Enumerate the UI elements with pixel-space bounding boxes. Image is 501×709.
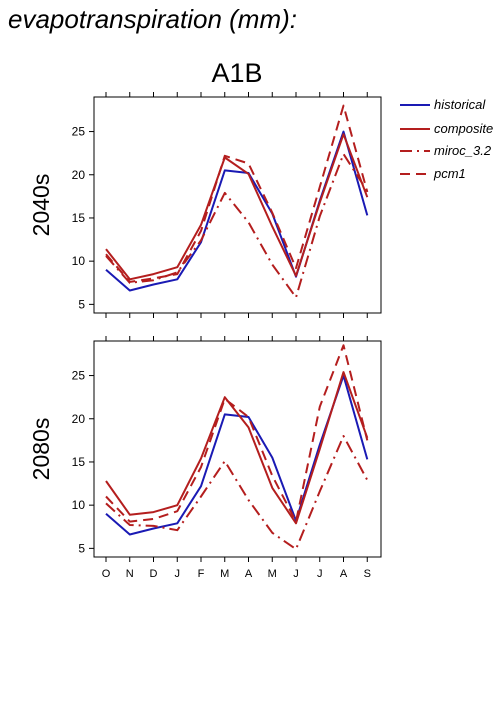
x-tick-label: D bbox=[150, 568, 158, 580]
y-tick-label: 5 bbox=[78, 541, 85, 555]
legend-item-composite: composite bbox=[400, 121, 493, 136]
series-line-composite bbox=[105, 133, 369, 281]
y-tick-label: 5 bbox=[78, 297, 85, 311]
x-tick-label: M bbox=[220, 568, 229, 580]
series-line-pcm1 bbox=[105, 104, 369, 283]
page-title: evapotranspiration (mm): bbox=[8, 4, 297, 34]
scenario-title: A1B bbox=[211, 58, 262, 88]
y-tick-label: 10 bbox=[72, 498, 86, 512]
plot-frame bbox=[93, 340, 382, 558]
legend-label-historical: historical bbox=[434, 97, 486, 112]
series-line-composite bbox=[105, 371, 369, 525]
y-tick-label: 25 bbox=[72, 125, 86, 139]
x-tick-label: J bbox=[175, 568, 181, 580]
y-tick-label: 15 bbox=[72, 211, 86, 225]
x-tick-label: M bbox=[268, 568, 277, 580]
y-tick-label: 20 bbox=[72, 412, 86, 426]
panel-label: 2040s bbox=[28, 174, 54, 237]
x-tick-label: O bbox=[102, 568, 111, 580]
series-line-historical bbox=[105, 374, 369, 536]
legend-item-miroc: miroc_3.2 bbox=[400, 143, 492, 158]
series-line-miroc-3-2 bbox=[105, 435, 369, 551]
y-tick-label: 15 bbox=[72, 455, 86, 469]
panel-label: 2080s bbox=[28, 418, 54, 481]
legend: historical composite miroc_3.2 pcm1 bbox=[400, 97, 493, 181]
legend-label-composite: composite bbox=[434, 121, 493, 136]
x-tick-label: S bbox=[364, 568, 371, 580]
legend-label-pcm1: pcm1 bbox=[433, 166, 466, 181]
x-tick-label: J bbox=[317, 568, 323, 580]
chart-panels: 5 10 15 20 25 2040s 5 10 15 20 25 O N D J F M A M J J A S 2080s bbox=[28, 92, 382, 580]
series-line-pcm1 bbox=[105, 344, 369, 523]
x-tick-label: N bbox=[126, 568, 134, 580]
series-line-miroc-3-2 bbox=[105, 153, 369, 299]
plot-frame bbox=[93, 96, 382, 314]
x-tick-label: A bbox=[245, 568, 253, 580]
y-tick-label: 25 bbox=[72, 369, 86, 383]
panel-2080s: 5 10 15 20 25 O N D J F M A M J J A S 2080s bbox=[28, 336, 382, 580]
x-tick-label: A bbox=[340, 568, 348, 580]
y-tick-label: 10 bbox=[72, 254, 86, 268]
legend-label-miroc: miroc_3.2 bbox=[434, 143, 492, 158]
x-tick-label: F bbox=[198, 568, 205, 580]
y-tick-label: 20 bbox=[72, 168, 86, 182]
legend-item-pcm1: pcm1 bbox=[400, 166, 466, 181]
panel-2040s: 5 10 15 20 25 2040s bbox=[28, 92, 382, 318]
x-tick-label: J bbox=[293, 568, 299, 580]
legend-item-historical: historical bbox=[400, 97, 486, 112]
